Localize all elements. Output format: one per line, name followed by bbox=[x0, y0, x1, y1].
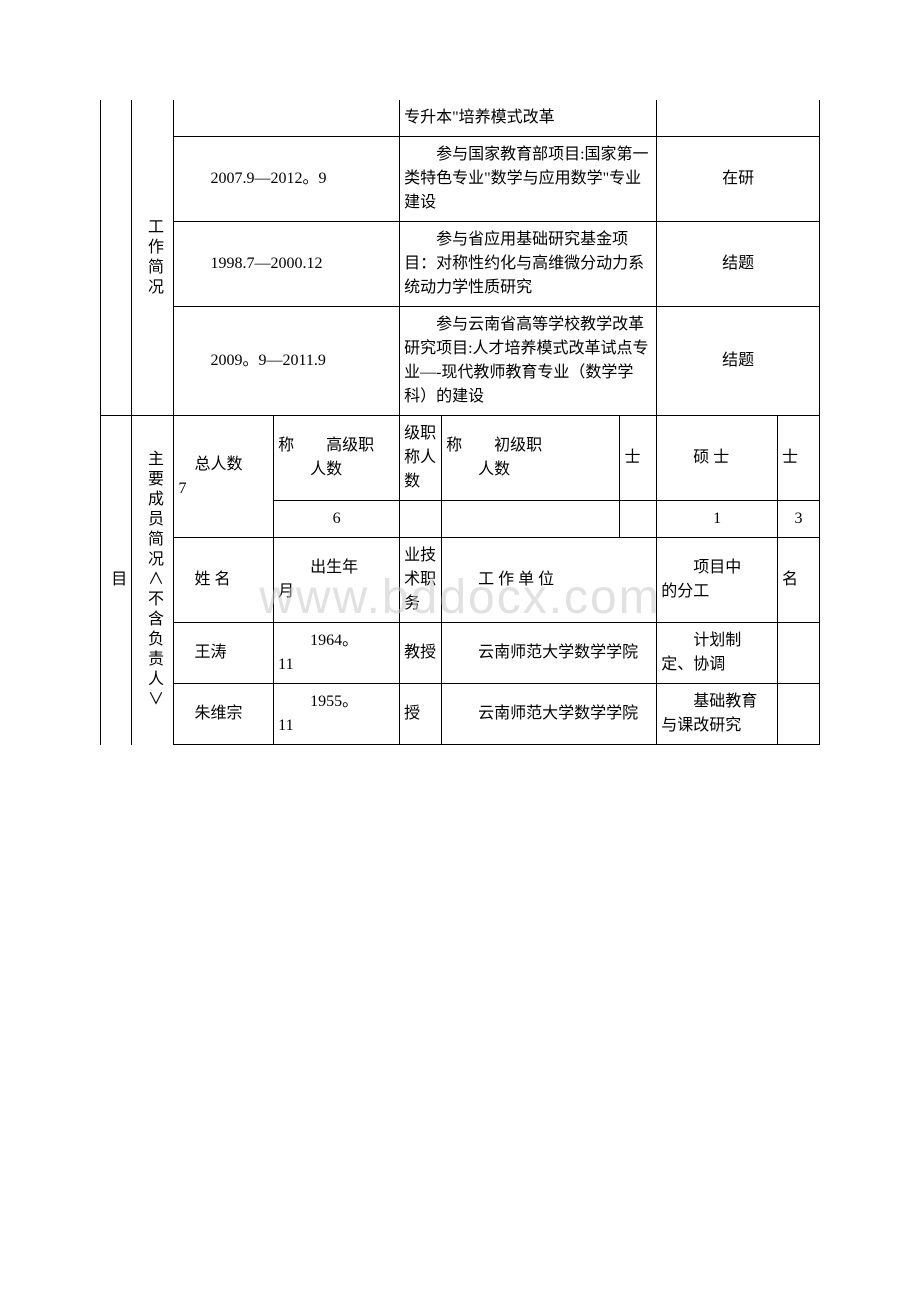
period-2: 1998.7—2000.12 bbox=[174, 222, 400, 307]
mh-sig: 名 bbox=[777, 538, 819, 623]
mh-birth: 出生年 月 bbox=[274, 538, 400, 623]
m0-unit: 云南师范大学数学学院 bbox=[442, 623, 657, 684]
mh-role: 项目中 的分工 bbox=[657, 538, 778, 623]
sum-c2: 称 高级职 人数 bbox=[274, 416, 400, 501]
left-label-1: 目 bbox=[101, 416, 132, 745]
period-0 bbox=[174, 100, 400, 137]
val-4 bbox=[442, 501, 620, 538]
m0-sig bbox=[777, 623, 819, 684]
work-row-1: 2007.9—2012。9 参与国家教育部项目:国家第一类特色专业"数学与应用数… bbox=[101, 137, 820, 222]
sum-c3: 级职称人数 bbox=[400, 416, 442, 501]
desc-3: 参与云南省高等学校教学改革研究项目:人才培养模式改革试点专业—-现代教师教育专业… bbox=[400, 307, 657, 416]
sum-c1: 总人数 7 bbox=[174, 416, 274, 538]
member-header-row: 姓 名 出生年 月 业技术职务 工 作 单 位 项目中 的分工 名 bbox=[101, 538, 820, 623]
m0-name: 王涛 bbox=[174, 623, 274, 684]
work-row-3: 2009。9—2011.9 参与云南省高等学校教学改革研究项目:人才培养模式改革… bbox=[101, 307, 820, 416]
work-row-2: 1998.7—2000.12 参与省应用基础研究基金项目：对称性约化与高维微分动… bbox=[101, 222, 820, 307]
m0-birth: 1964。 11 bbox=[274, 623, 400, 684]
m1-role: 基础教育与课改研究 bbox=[657, 684, 778, 745]
m1-name: 朱维宗 bbox=[174, 684, 274, 745]
m1-sig bbox=[777, 684, 819, 745]
sum-c4: 称 初级职 人数 bbox=[442, 416, 620, 501]
work-row-0: 工作简况 专升本"培养模式改革 bbox=[101, 100, 820, 137]
m1-unit: 云南师范大学数学学院 bbox=[442, 684, 657, 745]
mh-title: 业技术职务 bbox=[400, 538, 442, 623]
mh-unit: 工 作 单 位 bbox=[442, 538, 657, 623]
sum-c5: 士 bbox=[620, 416, 657, 501]
main-table: 工作简况 专升本"培养模式改革 2007.9—2012。9 参与国家教育部项目:… bbox=[100, 100, 820, 745]
sum-c7: 士 bbox=[777, 416, 819, 501]
desc-0: 专升本"培养模式改革 bbox=[400, 100, 657, 137]
member-row-0: 王涛 1964。 11 教授 云南师范大学数学学院 计划制定、协调 bbox=[101, 623, 820, 684]
val-7: 3 bbox=[777, 501, 819, 538]
status-1: 在研 bbox=[657, 137, 820, 222]
status-3: 结题 bbox=[657, 307, 820, 416]
m1-birth: 1955。 11 bbox=[274, 684, 400, 745]
work-label: 工作简况 bbox=[132, 100, 174, 416]
period-3: 2009。9—2011.9 bbox=[174, 307, 400, 416]
sum-c6: 硕 士 bbox=[657, 416, 778, 501]
val-6: 1 bbox=[657, 501, 778, 538]
m0-role: 计划制定、协调 bbox=[657, 623, 778, 684]
status-2: 结题 bbox=[657, 222, 820, 307]
document-page: www.bddocx.com 工作简况 专升本"培养模式改革 2007.9—20… bbox=[0, 0, 920, 1302]
member-row-1: 朱维宗 1955。 11 授 云南师范大学数学学院 基础教育与课改研究 bbox=[101, 684, 820, 745]
val-2: 6 bbox=[274, 501, 400, 538]
m1-title: 授 bbox=[400, 684, 442, 745]
mh-name: 姓 名 bbox=[174, 538, 274, 623]
desc-1: 参与国家教育部项目:国家第一类特色专业"数学与应用数学"专业建设 bbox=[400, 137, 657, 222]
status-0 bbox=[657, 100, 820, 137]
val-3 bbox=[400, 501, 442, 538]
summary-header-row: 目 主要成员简况∧不含负责人∨ 总人数 7 称 高级职 人数 级职称人数 称 初… bbox=[101, 416, 820, 501]
left-label-2: 主要成员简况∧不含负责人∨ bbox=[132, 416, 174, 745]
val-5 bbox=[620, 501, 657, 538]
desc-2: 参与省应用基础研究基金项目：对称性约化与高维微分动力系统动力学性质研究 bbox=[400, 222, 657, 307]
period-1: 2007.9—2012。9 bbox=[174, 137, 400, 222]
m0-title: 教授 bbox=[400, 623, 442, 684]
